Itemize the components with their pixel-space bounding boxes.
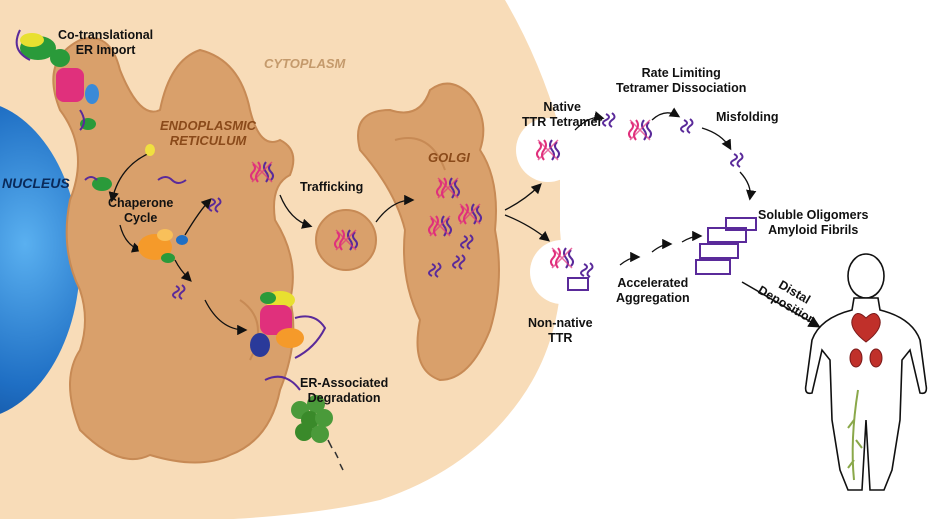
fibril-icon: [567, 277, 589, 291]
proteasome-icon: [264, 375, 344, 471]
label-erad: ER-Associated Degradation: [300, 376, 388, 406]
co-translational-line1: Co-translational: [58, 28, 154, 42]
erad-line2: Degradation: [307, 391, 381, 405]
label-misfolding: Misfolding: [716, 110, 779, 124]
ribosome-icon: [20, 33, 70, 67]
endoplasmic-reticulum: [52, 37, 295, 464]
human-body-icon: [804, 253, 928, 491]
nonnative-line2: TTR: [548, 331, 573, 345]
ttr-monomer-icon: [730, 152, 744, 168]
accelerated-line1: Accelerated: [617, 276, 689, 290]
nucleus: [0, 106, 80, 414]
accelerated-line2: Aggregation: [616, 291, 690, 305]
label-soluble-oligomers: Soluble Oligomers Amyloid Fibrils: [758, 208, 868, 238]
soluble-line1: Soluble Oligomers: [758, 208, 869, 222]
soluble-line2: Amyloid Fibrils: [768, 223, 859, 237]
kidney-icon: [849, 348, 883, 368]
co-translational-line2: ER Import: [75, 43, 136, 57]
label-golgi: GOLGI: [428, 150, 470, 165]
heart-icon: [851, 313, 881, 343]
er-line2: RETICULUM: [169, 133, 247, 148]
amyloid-fibrils-icon: [695, 217, 757, 275]
label-non-native-ttr: Non-native TTR: [528, 316, 593, 346]
label-rate-limiting: Rate Limiting Tetramer Dissociation: [616, 66, 746, 96]
rate-line2: Tetramer Dissociation: [616, 81, 747, 95]
rate-line1: Rate Limiting: [641, 66, 721, 80]
chaperone-icon: [84, 144, 212, 300]
chaperone-line1: Chaperone: [108, 196, 174, 210]
label-trafficking: Trafficking: [300, 180, 364, 194]
label-chaperone-cycle: Chaperone Cycle: [108, 196, 173, 226]
er-line1: ENDOPLASMIC: [160, 118, 257, 133]
native-line1: Native: [543, 100, 581, 114]
label-cytoplasm: CYTOPLASM: [264, 56, 346, 71]
erad-translocon-icon: [250, 291, 327, 359]
label-native-tetramer: Native TTR Tetramer: [522, 100, 602, 130]
label-er: ENDOPLASMIC RETICULUM: [160, 118, 256, 148]
chaperone-line2: Cycle: [123, 211, 158, 225]
nerve-icon: [847, 389, 863, 481]
label-nucleus: NUCLEUS: [2, 175, 70, 191]
label-accelerated-aggregation: Accelerated Aggregation: [616, 276, 690, 306]
native-line2: TTR Tetramer: [522, 115, 603, 129]
nonnative-line1: Non-native: [528, 316, 593, 330]
label-co-translational: Co-translational ER Import: [58, 28, 153, 58]
erad-line1: ER-Associated: [300, 376, 389, 390]
